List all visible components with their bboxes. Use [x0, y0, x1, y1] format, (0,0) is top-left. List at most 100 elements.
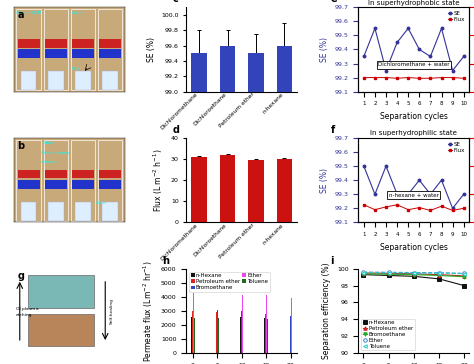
Bar [21, 71, 36, 90]
Bar [44, 140, 68, 221]
Bar [45, 50, 67, 58]
Bar [242, 295, 243, 353]
Line: SE: SE [363, 27, 465, 72]
Bar [192, 309, 193, 353]
Toluene [411, 271, 417, 275]
Text: Dichloromethane + water: Dichloromethane + water [378, 62, 449, 67]
Flux [361, 203, 367, 207]
Bar [265, 314, 266, 353]
Bar [72, 180, 94, 189]
Y-axis label: SE (%): SE (%) [320, 168, 329, 193]
Text: Water+n-hexane: Water+n-hexane [41, 151, 71, 155]
Bar [48, 202, 64, 221]
Y-axis label: SE (%): SE (%) [320, 37, 329, 62]
Bar [191, 157, 207, 222]
Ether [461, 271, 467, 276]
Bar [220, 46, 236, 364]
Bar [220, 155, 236, 222]
SE [450, 68, 456, 73]
SE [428, 192, 433, 197]
Bar [17, 140, 41, 221]
Bar [99, 180, 121, 189]
SE [361, 54, 367, 59]
Flux [405, 75, 411, 80]
Bar [72, 170, 94, 178]
n-Hexane [411, 274, 417, 278]
SE [394, 192, 400, 197]
Legend: SE, Flux: SE, Flux [447, 10, 466, 23]
Bar [218, 294, 219, 353]
SE [417, 178, 422, 182]
Line: Flux: Flux [363, 76, 465, 79]
Text: Water: Water [43, 141, 55, 145]
Bar [276, 46, 292, 364]
Bar [45, 180, 67, 189]
Bar [18, 180, 40, 189]
Flux [372, 207, 378, 212]
SE [372, 192, 378, 197]
Petroleum ether [360, 271, 366, 275]
Text: Self-healing: Self-healing [109, 298, 114, 324]
SE [417, 47, 422, 52]
Bar [18, 50, 40, 58]
Line: Ether: Ether [362, 270, 466, 275]
Flux [438, 204, 444, 208]
Bar [75, 202, 91, 221]
Bar [71, 140, 95, 221]
SE [372, 26, 378, 31]
Text: a: a [18, 10, 24, 20]
Text: Water: Water [72, 11, 83, 15]
Bar [243, 318, 244, 353]
Bar [216, 312, 217, 353]
Text: n-hexane + water: n-hexane + water [389, 193, 439, 198]
Text: d: d [173, 125, 180, 135]
Line: Bromoethane: Bromoethane [362, 272, 466, 278]
Flux [450, 208, 456, 213]
Flux [438, 75, 444, 80]
Bromoethane [461, 274, 467, 279]
Bar [264, 318, 265, 353]
X-axis label: Separation cycles: Separation cycles [380, 243, 448, 252]
Bar [193, 293, 194, 353]
n-Hexane [436, 277, 442, 281]
Bar [45, 39, 67, 48]
Flux [372, 75, 378, 80]
Text: b: b [18, 141, 25, 151]
Petroleum ether [411, 272, 417, 276]
Bromoethane [411, 273, 417, 277]
Bar [248, 160, 264, 222]
Line: Flux: Flux [363, 204, 465, 211]
Bar [72, 39, 94, 48]
Bromoethane [360, 272, 366, 276]
Petroleum ether [461, 274, 467, 278]
Bar [17, 9, 41, 90]
Bar [27, 276, 94, 308]
Bar [240, 317, 241, 353]
Bar [98, 140, 122, 221]
Text: n-hexane: n-hexane [41, 160, 57, 164]
Bar [44, 9, 68, 90]
Bar [266, 296, 267, 353]
Bar [102, 71, 118, 90]
Text: DCM: DCM [72, 67, 81, 71]
SE [394, 40, 400, 45]
Legend: n-Hexane, Petroleum ether, Bromoethane, Ether, Toluene: n-Hexane, Petroleum ether, Bromoethane, … [361, 318, 415, 350]
Flux [405, 207, 411, 212]
Flux [461, 76, 466, 80]
Flux [450, 75, 456, 80]
Legend: n-Hexane, Petroleum ether, Bromoethane, Ether, Toluene: n-Hexane, Petroleum ether, Bromoethane, … [189, 272, 270, 292]
Ether [436, 270, 442, 275]
Bar [248, 53, 264, 364]
SE [438, 26, 444, 31]
SE [361, 164, 367, 168]
SE [383, 164, 389, 168]
Petroleum ether [436, 273, 442, 277]
Y-axis label: Permeate flux (Lm$^{-2}$ hr$^{-1}$): Permeate flux (Lm$^{-2}$ hr$^{-1}$) [142, 260, 155, 362]
SE [450, 206, 456, 210]
Toluene [436, 271, 442, 275]
SE [461, 192, 466, 197]
Bar [21, 202, 36, 221]
Text: e: e [330, 0, 337, 4]
X-axis label: Separation cycles: Separation cycles [380, 112, 448, 121]
Legend: SE, Flux: SE, Flux [447, 141, 466, 154]
